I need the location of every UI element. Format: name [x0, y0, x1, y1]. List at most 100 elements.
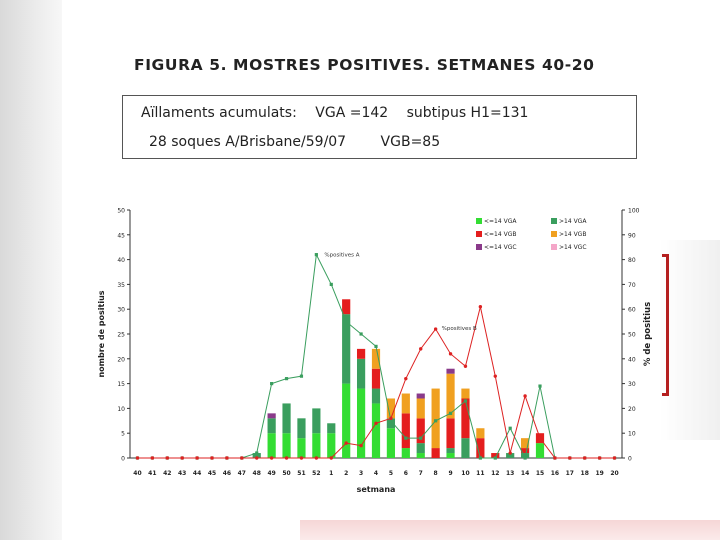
y-tick-label: 5: [121, 431, 125, 438]
line-point: [434, 419, 438, 423]
line-point: [135, 456, 140, 460]
bar-segment: [535, 443, 545, 458]
y2-tick-label: 0: [628, 456, 632, 463]
bar-segment: [520, 453, 530, 458]
y2-axis-title: % de positius: [643, 302, 652, 366]
info-box: Aïllaments acumulats: VGA =142 subtipus …: [122, 95, 637, 159]
line-point: [538, 384, 542, 388]
x-tick-label: 49: [267, 470, 275, 477]
y-axis-title: nombre de positius: [97, 290, 106, 377]
line-point: [404, 436, 408, 440]
info-subtype-h1: subtipus H1=131: [406, 105, 529, 121]
bar-segment: [342, 314, 351, 384]
line-point: [389, 419, 393, 423]
x-tick-label: 44: [193, 470, 201, 477]
legend-swatch: [476, 244, 482, 250]
line-point: [433, 327, 438, 331]
line-point: [359, 443, 363, 448]
legend-label: <=14 VGA: [484, 218, 517, 225]
y-tick-label: 40: [117, 257, 125, 264]
bar-segment: [461, 398, 470, 439]
line-point: [195, 456, 199, 460]
bar-segment: [431, 448, 440, 458]
y-tick-label: 35: [117, 282, 125, 289]
line-point: [329, 456, 333, 460]
x-tick-label: 51: [297, 470, 305, 477]
x-tick-label: 45: [208, 470, 216, 477]
x-tick-label: 7: [419, 470, 423, 477]
bar-segment: [312, 433, 321, 458]
line-point: [329, 282, 333, 286]
line-point: [374, 344, 378, 348]
bar-segment: [431, 388, 440, 449]
bar-segment: [312, 408, 321, 434]
x-tick-label: 20: [610, 470, 618, 477]
line-point: [165, 456, 169, 460]
x-tick-label: 13: [506, 470, 514, 477]
x-tick-label: 9: [448, 470, 452, 477]
bar-segment: [252, 453, 261, 458]
line-point: [493, 374, 497, 378]
bar-segment: [342, 299, 351, 315]
x-tick-label: 6: [404, 470, 408, 477]
y-tick-label: 50: [117, 208, 125, 215]
legend-swatch: [476, 231, 482, 237]
x-tick-label: 19: [595, 470, 603, 477]
line-point: [419, 436, 423, 440]
y-tick-label: 25: [117, 332, 125, 339]
legend-swatch: [551, 244, 557, 250]
bar-segment: [371, 348, 381, 369]
x-tick-label: 40: [133, 470, 141, 477]
positive-samples-chart: 0510152025303540455001020304050607080901…: [97, 208, 652, 495]
x-tick-label: 42: [163, 470, 171, 477]
legend-label: >14 VGA: [559, 218, 587, 225]
line-point: [269, 456, 274, 460]
bar-segment: [386, 398, 396, 419]
x-tick-label: 2: [344, 470, 348, 477]
bar-segment: [461, 438, 470, 458]
y2-tick-label: 80: [628, 257, 636, 264]
legend-label: <=14 VGC: [484, 244, 517, 251]
line-point: [612, 456, 617, 460]
line-point: [448, 411, 453, 415]
x-tick-label: 47: [238, 470, 246, 477]
line-point: [210, 456, 214, 460]
x-tick-label: 52: [312, 470, 320, 477]
bar-segment: [342, 383, 351, 458]
x-tick-label: 43: [178, 470, 186, 477]
line-point: [225, 456, 229, 460]
line-point: [284, 377, 289, 381]
y2-tick-label: 100: [628, 208, 640, 215]
y2-tick-label: 30: [628, 381, 636, 388]
x-tick-label: 3: [359, 470, 363, 477]
bar-segment: [416, 453, 425, 458]
bar-segment: [491, 453, 500, 458]
x-tick-label: 10: [461, 470, 469, 477]
bar-segment: [371, 388, 381, 404]
bar-segment: [371, 403, 381, 458]
line-point: [389, 416, 393, 421]
line-point: [478, 456, 482, 460]
x-tick-label: 16: [551, 470, 559, 477]
x-tick-label: 4: [374, 470, 378, 477]
bar-segment: [267, 433, 276, 458]
bar-segment: [356, 388, 366, 458]
line-point: [284, 456, 289, 460]
x-tick-label: 50: [282, 470, 290, 477]
bar-segment: [416, 418, 425, 444]
x-tick-label: 46: [223, 470, 231, 477]
bar-segment: [356, 358, 366, 389]
annotation-positives-b: %positives B: [442, 326, 477, 332]
legend-swatch: [551, 231, 557, 237]
line-point: [538, 436, 542, 440]
x-tick-label: 15: [536, 470, 544, 477]
line-point: [568, 456, 572, 460]
line-point: [314, 456, 319, 460]
line-point: [180, 456, 184, 460]
line-point: [359, 332, 363, 336]
x-tick-label: 48: [253, 470, 261, 477]
red-bracket-decoration: [662, 254, 669, 396]
bar-segment: [371, 368, 381, 389]
x-tick-label: 14: [521, 470, 529, 477]
legend-swatch: [551, 218, 557, 224]
